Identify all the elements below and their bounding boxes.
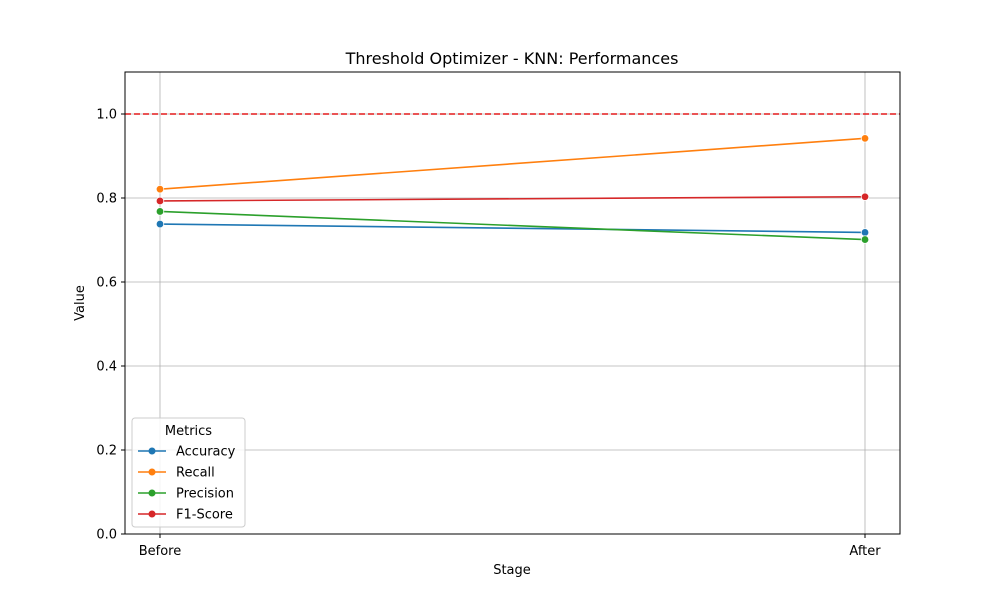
y-tick-label: 0.8 <box>96 192 117 207</box>
y-tick-label: 0.0 <box>96 528 117 543</box>
y-axis-label: Value <box>73 285 88 321</box>
y-tick-label: 1.0 <box>96 108 117 123</box>
series-line-precision <box>159 210 866 241</box>
chart-title: Threshold Optimizer - KNN: Performances <box>345 49 679 68</box>
x-axis-ticks: Before After <box>139 534 881 559</box>
series-line-f1-score <box>159 195 866 202</box>
legend-box <box>131 417 246 528</box>
y-axis-ticks: 0.0 0.2 0.4 0.6 0.8 1.0 <box>96 108 125 543</box>
data-point <box>860 235 870 244</box>
data-point <box>155 196 165 206</box>
legend-entry-label: Accuracy <box>176 445 236 460</box>
x-tick-label: After <box>849 544 881 559</box>
y-tick-label: 0.4 <box>96 360 117 375</box>
legend: Metrics Accuracy Recall Precision F1-Score <box>131 417 246 528</box>
data-point <box>860 134 870 143</box>
series-line-recall <box>159 137 866 190</box>
legend-swatch-marker <box>148 510 156 518</box>
data-point <box>860 192 870 201</box>
series-layer <box>155 134 870 244</box>
legend-swatch-marker <box>148 489 156 497</box>
data-point <box>155 184 165 194</box>
series-line-accuracy <box>159 223 866 234</box>
data-point <box>155 219 165 229</box>
x-tick-label: Before <box>139 544 182 559</box>
y-tick-label: 0.2 <box>96 444 117 459</box>
data-point <box>860 228 870 237</box>
x-axis-label: Stage <box>493 563 531 578</box>
legend-entry-label: Recall <box>176 466 215 481</box>
legend-entry-label: F1-Score <box>176 508 233 523</box>
y-tick-label: 0.6 <box>96 276 117 291</box>
legend-entry-label: Precision <box>176 487 234 502</box>
data-point <box>155 207 165 216</box>
legend-swatch-marker <box>148 468 156 476</box>
plot-frame <box>124 71 901 535</box>
legend-swatch-marker <box>148 447 156 455</box>
legend-title: Metrics <box>165 424 212 439</box>
